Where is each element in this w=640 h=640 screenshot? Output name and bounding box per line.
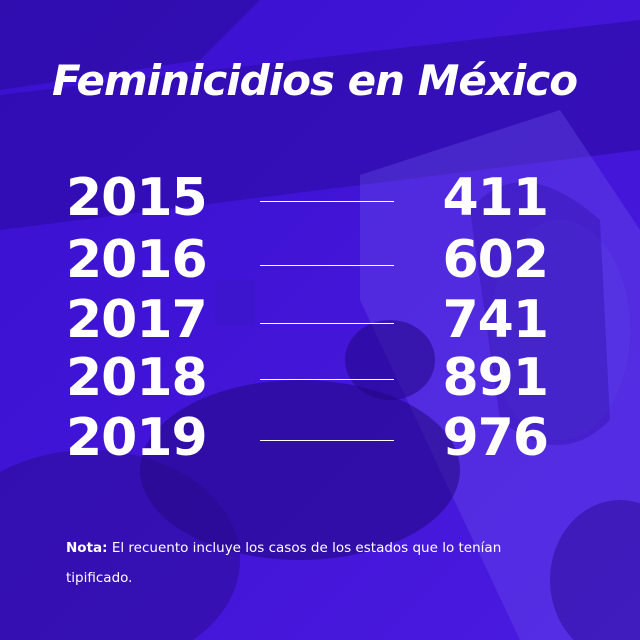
stat-row: 2019 976 (0, 408, 640, 468)
stat-row: 2016 602 (0, 230, 640, 290)
count-value: 602 (442, 230, 549, 290)
count-value: 891 (442, 348, 549, 408)
year-label: 2018 (66, 348, 208, 408)
count-value: 741 (442, 290, 549, 350)
footnote: Nota: El recuento incluye los casos de l… (66, 533, 556, 593)
row-connector-line (260, 265, 394, 266)
row-connector-line (260, 201, 394, 202)
year-label: 2017 (66, 290, 208, 350)
count-value: 976 (442, 408, 549, 468)
stat-row: 2018 891 (0, 348, 640, 408)
year-label: 2015 (66, 168, 208, 228)
row-connector-line (260, 440, 394, 441)
footnote-text: El recuento incluye los casos de los est… (66, 540, 502, 586)
row-connector-line (260, 379, 394, 380)
count-value: 411 (442, 168, 549, 228)
page-title: Feminicidios en México (52, 56, 578, 105)
stat-row: 2015 411 (0, 168, 640, 228)
footnote-label: Nota: (66, 540, 108, 556)
row-connector-line (260, 323, 394, 324)
year-label: 2016 (66, 230, 208, 290)
stat-row: 2017 741 (0, 290, 640, 350)
year-label: 2019 (66, 408, 208, 468)
